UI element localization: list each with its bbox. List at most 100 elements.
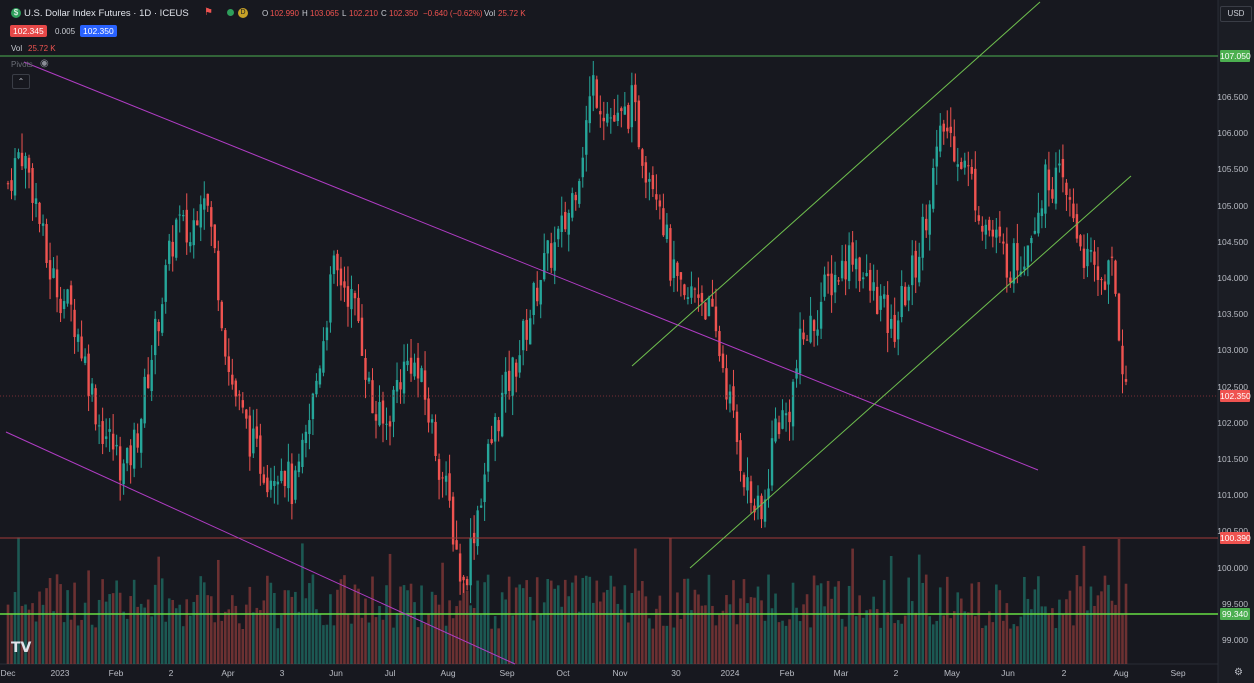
- candle-body: [182, 215, 185, 217]
- candle-body: [139, 419, 143, 453]
- candle-body: [1075, 214, 1079, 239]
- candle-body: [620, 108, 623, 112]
- volume-bar: [746, 603, 749, 664]
- candle-body: [784, 413, 788, 416]
- volume-bar: [1026, 598, 1030, 664]
- volume-bar: [276, 628, 280, 664]
- volume-bar: [620, 609, 623, 664]
- volume-bar: [1082, 545, 1086, 664]
- candle-body: [805, 339, 809, 341]
- bid-button[interactable]: 102.345: [10, 25, 47, 37]
- currency-selector[interactable]: USD: [1220, 6, 1252, 22]
- volume-bar: [798, 621, 802, 664]
- candle-body: [683, 284, 686, 296]
- volume-indicator-label[interactable]: Vol: [11, 44, 23, 53]
- volume-bar: [819, 583, 823, 664]
- pivots-indicator-label[interactable]: Pivots: [11, 60, 33, 69]
- volume-bar: [1061, 614, 1065, 664]
- volume-bar: [1121, 614, 1124, 664]
- candle-body: [791, 381, 795, 427]
- candle-body: [1037, 212, 1040, 234]
- volume-bar: [31, 603, 34, 664]
- volume-bar: [38, 591, 41, 664]
- volume-bar: [476, 580, 479, 664]
- volume-bar: [444, 625, 448, 664]
- volume-bar: [602, 592, 606, 664]
- volume-bar: [879, 627, 882, 664]
- candle-body: [672, 259, 676, 278]
- volume-bar: [847, 585, 851, 664]
- candle-body: [546, 240, 549, 254]
- volume-bar: [1110, 600, 1114, 664]
- volume-bar: [101, 579, 104, 664]
- volume-bar: [549, 580, 553, 664]
- candle-body: [830, 273, 833, 296]
- candle-body: [879, 295, 882, 310]
- delayed-badge[interactable]: D: [238, 8, 248, 18]
- volume-bar: [518, 584, 521, 664]
- candle-body: [599, 111, 602, 115]
- volume-bar: [220, 620, 224, 664]
- volume-bar: [973, 616, 977, 664]
- volume-bar: [322, 625, 325, 664]
- volume-bar: [535, 577, 539, 664]
- candle-body: [644, 162, 648, 183]
- volume-bar: [104, 601, 108, 664]
- time-axis-label: 2: [1061, 668, 1067, 678]
- candle-body: [1002, 241, 1005, 244]
- candle-body: [483, 474, 486, 503]
- candle-body: [168, 240, 171, 264]
- volume-bar: [255, 607, 259, 664]
- volume-bar: [623, 585, 627, 664]
- candle-body: [574, 194, 577, 201]
- candle-body: [132, 429, 136, 469]
- volume-bar: [223, 611, 227, 664]
- chevron-up-icon[interactable]: ⌃: [12, 74, 30, 89]
- candle-body: [290, 463, 294, 505]
- settings-icon[interactable]: ⚙: [1234, 667, 1243, 678]
- volume-bar: [577, 611, 581, 664]
- candle-body: [704, 302, 707, 320]
- volume-bar: [122, 611, 125, 664]
- candle-body: [115, 444, 118, 447]
- volume-bar: [160, 578, 164, 664]
- ask-button[interactable]: 102.350: [80, 25, 117, 37]
- candle-body: [690, 286, 693, 298]
- volume-bar: [59, 584, 62, 664]
- flag-icon[interactable]: ⚑: [204, 7, 213, 18]
- candle-body: [963, 160, 966, 168]
- volume-bar: [374, 617, 378, 664]
- volume-bar: [676, 592, 679, 664]
- volume-bar: [732, 580, 735, 664]
- volume-bar: [875, 608, 879, 664]
- volume-bar: [714, 625, 718, 664]
- eye-icon[interactable]: ◉: [40, 58, 49, 69]
- volume-bar: [655, 608, 658, 664]
- candle-body: [560, 215, 563, 233]
- candle-body: [977, 215, 981, 221]
- volume-bar: [606, 589, 609, 664]
- candle-body: [907, 286, 910, 301]
- candle-body: [1033, 230, 1037, 234]
- price-tag-100390: 100.390: [1220, 532, 1251, 544]
- candle-body: [122, 463, 125, 485]
- volume-bar: [462, 583, 465, 664]
- symbol-title[interactable]: U.S. Dollar Index Futures · 1D · ICEUS: [24, 8, 189, 19]
- volume-bar: [627, 622, 630, 664]
- candle-body: [777, 422, 781, 435]
- volume-bar: [812, 575, 816, 664]
- candle-body: [655, 194, 658, 200]
- candle-body: [742, 474, 746, 488]
- candle-body: [1082, 248, 1086, 268]
- candle-body: [62, 301, 66, 310]
- volume-bar: [343, 575, 346, 664]
- candle-body: [416, 357, 420, 379]
- volume-bar: [984, 625, 988, 664]
- volume-bar: [556, 585, 560, 664]
- candle-body: [490, 439, 493, 444]
- volume-bar: [409, 583, 413, 664]
- volume-bar: [591, 602, 595, 664]
- candle-body: [634, 84, 637, 103]
- candle-body: [381, 400, 385, 424]
